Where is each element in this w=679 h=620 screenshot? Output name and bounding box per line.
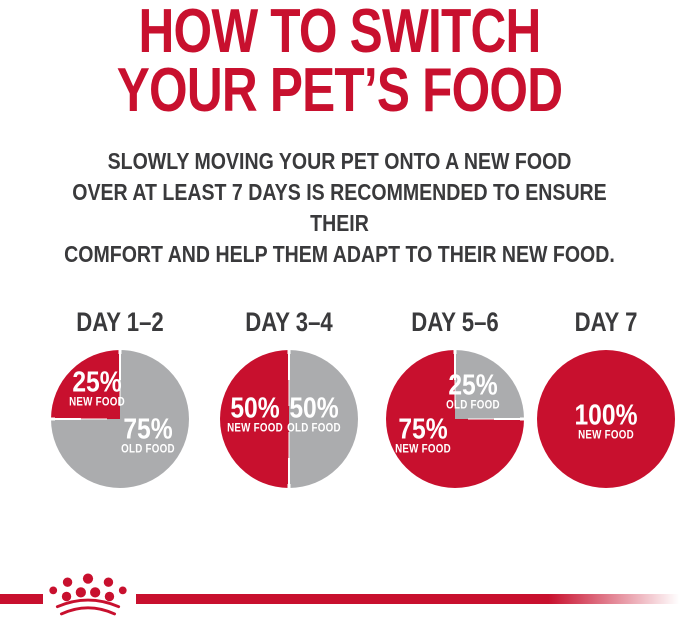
pie-day-5-6: 75% NEW FOOD 25% OLD FOOD [386, 350, 524, 488]
slice-name: OLD FOOD [287, 422, 341, 435]
intro-text: SLOWLY MOVING YOUR PET ONTO A NEW FOOD O… [64, 148, 615, 267]
slice-label-old-food: 75% OLD FOOD [120, 413, 175, 456]
pie-chart-day-5-6: DAY 5–6 75% NEW FOOD 25% OLD FOOD [370, 308, 540, 493]
slice-percent: 100% [574, 399, 638, 432]
pie-chart-day-1-2: DAY 1–2 25% NEW FOOD 75% OLD FOOD [35, 308, 205, 493]
day-label: DAY 1–2 [76, 307, 164, 337]
slice-label-new-food: 25% NEW FOOD [68, 366, 125, 410]
slice-name: OLD FOOD [446, 399, 500, 412]
footer-bar-right [136, 594, 679, 604]
slice-label-old-food: 25% OLD FOOD [446, 369, 500, 412]
pie-chart-row: DAY 1–2 25% NEW FOOD 75% OLD FOOD DAY 3–… [0, 308, 679, 493]
day-label: DAY 3–4 [245, 307, 333, 337]
pie-chart-day-3-4: DAY 3–4 50% NEW FOOD 50% OLD FOOD [204, 308, 374, 493]
slice-label-new-food: 50% NEW FOOD [226, 392, 283, 436]
footer-bar-left [0, 594, 43, 604]
slice-percent: 25% [71, 366, 122, 399]
pie-day-3-4: 50% NEW FOOD 50% OLD FOOD [220, 350, 358, 488]
slice-name: OLD FOOD [120, 443, 175, 456]
pie-day-1-2: 25% NEW FOOD 75% OLD FOOD [51, 350, 189, 488]
day-label: DAY 5–6 [411, 307, 499, 337]
pie-day-7: 100% NEW FOOD [537, 350, 675, 488]
slice-label-old-food: 50% OLD FOOD [287, 392, 341, 436]
slice-percent: 50% [229, 392, 280, 425]
slice-percent: 75% [122, 413, 173, 446]
royal-canin-crown-logo [49, 573, 127, 616]
page-title: HOW TO SWITCH YOUR PET’S FOOD [116, 0, 563, 125]
day-label: DAY 7 [574, 307, 638, 337]
slice-percent: 25% [448, 369, 498, 402]
pie-chart-day-7: DAY 7 100% NEW FOOD [521, 308, 679, 493]
slice-name: NEW FOOD [395, 443, 452, 456]
slice-name: NEW FOOD [68, 396, 125, 409]
slice-label-new-food: 100% NEW FOOD [574, 399, 638, 443]
slice-name: NEW FOOD [226, 422, 283, 435]
slice-percent: 50% [289, 392, 339, 425]
slice-label-new-food: 75% NEW FOOD [395, 413, 452, 456]
slice-name: NEW FOOD [578, 429, 634, 442]
slice-percent: 75% [398, 413, 448, 446]
